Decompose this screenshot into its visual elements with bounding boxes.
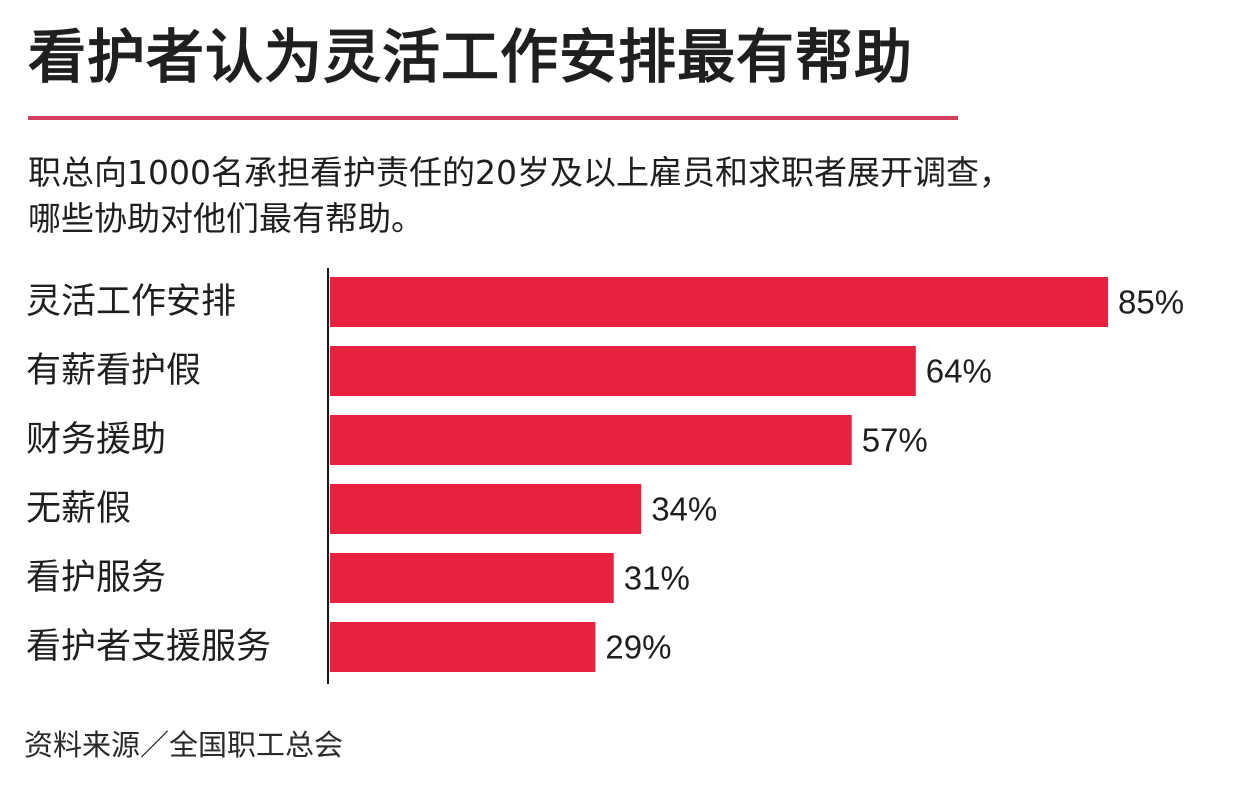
data-label: 31% <box>624 560 690 597</box>
category-label: 灵活工作安排 <box>26 282 236 322</box>
subtitle-line-2: 哪些协助对他们最有帮助。 <box>28 199 424 238</box>
subtitle-line-1: 职总向1000名承担看护责任的20岁及以上雇员和求职者展开调查， <box>28 153 1012 192</box>
category-label: 无薪假 <box>26 489 131 529</box>
bar <box>330 553 614 603</box>
source-note: 资料来源／全国职工总会 <box>24 728 344 762</box>
bar <box>330 484 642 534</box>
category-label: 财务援助 <box>26 420 166 460</box>
title-underline <box>28 116 958 120</box>
bar <box>330 346 916 396</box>
category-label: 有薪看护假 <box>26 351 201 391</box>
bar <box>330 622 596 672</box>
bar <box>330 415 852 465</box>
category-label: 看护服务 <box>26 558 166 598</box>
category-label: 看护者支援服务 <box>26 627 271 667</box>
chart-title: 看护者认为灵活工作安排最有帮助 <box>28 23 914 91</box>
bar <box>330 277 1108 327</box>
data-label: 57% <box>862 422 928 459</box>
data-label: 64% <box>926 353 992 390</box>
data-label: 85% <box>1118 284 1184 321</box>
chart-subtitle: 职总向1000名承担看护责任的20岁及以上雇员和求职者展开调查， 哪些协助对他们… <box>28 150 1228 242</box>
data-label: 29% <box>605 629 671 666</box>
data-label: 34% <box>651 491 717 528</box>
